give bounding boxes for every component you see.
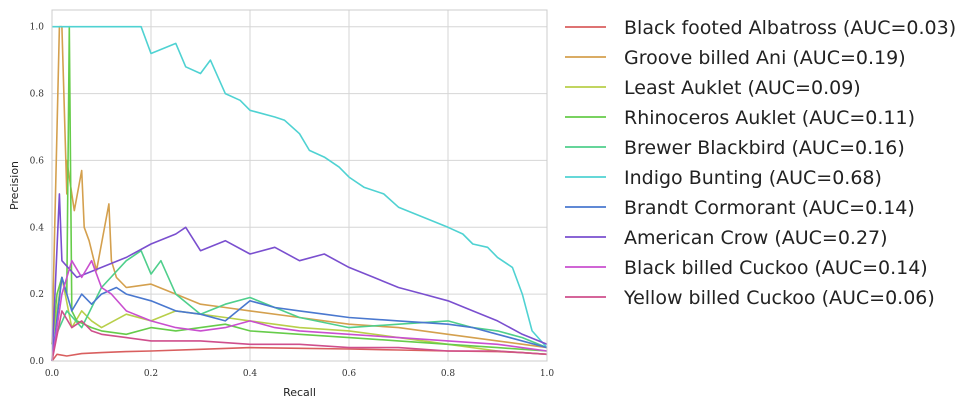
series-line	[51, 249, 548, 349]
plot-frame	[51, 9, 548, 362]
series-line	[51, 193, 548, 362]
legend-entry: Rhinoceros Auklet (AUC=0.11)	[624, 107, 915, 129]
series-line	[51, 346, 548, 362]
x-tick-label: 0.4	[243, 369, 258, 379]
legend-entry: Groove billed Ani (AUC=0.19)	[624, 47, 906, 69]
legend-entry: Brandt Cormorant (AUC=0.14)	[624, 197, 915, 219]
x-axis-label: Recall	[283, 386, 316, 399]
series-lines	[51, 25, 548, 362]
legend-entry: Indigo Bunting (AUC=0.68)	[624, 167, 882, 189]
y-tick-label: 0.8	[30, 90, 45, 100]
y-tick-label: 0.4	[30, 223, 45, 233]
series-line	[51, 25, 548, 349]
legend-entry: Least Auklet (AUC=0.09)	[624, 77, 861, 99]
x-tick-label: 0.6	[342, 369, 357, 379]
series-line	[52, 25, 548, 349]
series-line	[51, 25, 548, 352]
x-tick-label: 1.0	[540, 369, 555, 379]
x-tick-label: 0.0	[45, 369, 60, 379]
grid	[51, 10, 548, 362]
y-tick-label: 0.6	[30, 156, 45, 166]
series-line	[51, 310, 548, 362]
legend-entry: Brewer Blackbird (AUC=0.16)	[624, 137, 905, 159]
legend-entry: American Crow (AUC=0.27)	[624, 227, 888, 249]
y-axis-label: Precision	[8, 161, 21, 210]
x-tick-label: 0.2	[144, 369, 158, 379]
x-tick-label: 0.8	[441, 369, 456, 379]
tick-labels: 0.0 0.2 0.4 0.6 0.8 1.0 0.0 0.2 0.4 0.6 0.8 1.0	[30, 23, 555, 379]
legend: Black footed Albatross (AUC=0.03) Groove …	[565, 17, 956, 309]
legend-entry: Yellow billed Cuckoo (AUC=0.06)	[623, 287, 935, 309]
series-line	[51, 259, 548, 362]
y-tick-label: 1.0	[30, 23, 45, 33]
y-tick-label: 0.0	[30, 357, 45, 367]
series-line	[51, 276, 548, 362]
legend-entry: Black footed Albatross (AUC=0.03)	[624, 17, 956, 39]
legend-entry: Black billed Cuckoo (AUC=0.14)	[624, 257, 928, 279]
y-tick-label: 0.2	[30, 290, 44, 300]
